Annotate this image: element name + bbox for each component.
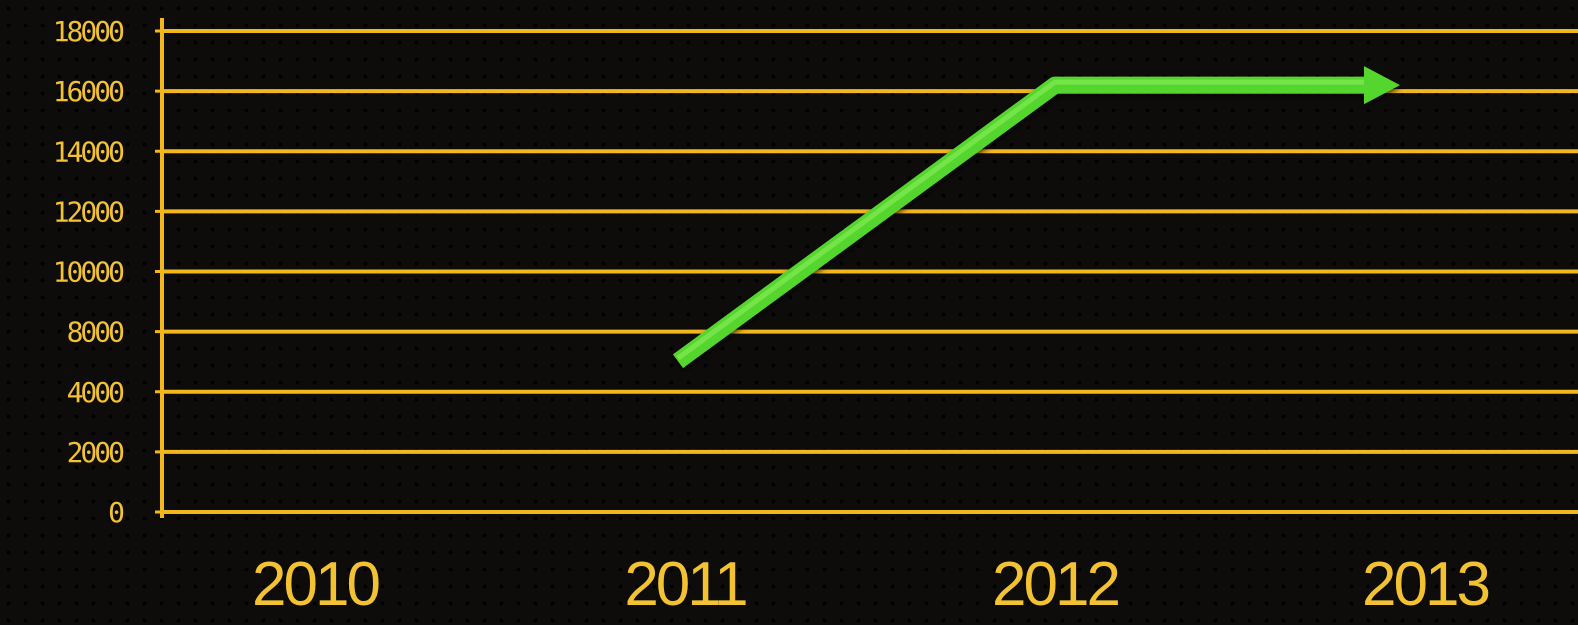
series-line-highlight (676, 79, 1364, 361)
series-arrowhead (1364, 66, 1400, 105)
axes (160, 18, 1578, 518)
x-tick-label: 2011 (624, 550, 746, 619)
y-tick-label: 4000 (67, 376, 125, 409)
y-tick-label: 12000 (53, 195, 124, 228)
y-tick-label: 2000 (67, 436, 125, 469)
x-tick-label: 2012 (992, 550, 1118, 619)
y-tick-label: 0 (108, 496, 124, 529)
y-axis-ticks: 0 2000 4000 8000 10000 12000 14000 16000 18000 (53, 15, 162, 529)
x-tick-label: 2013 (1362, 550, 1488, 619)
y-tick-label: 16000 (53, 75, 124, 108)
y-tick-label: 8000 (67, 316, 125, 349)
y-tick-label: 14000 (53, 135, 124, 168)
y-tick-label: 10000 (53, 256, 124, 289)
x-tick-label: 2010 (252, 550, 379, 619)
x-axis-ticks: 2010 2011 2012 2013 (252, 550, 1491, 619)
series-layer (672, 66, 1400, 369)
y-tick-label: 18000 (53, 15, 124, 48)
series-line (672, 76, 1364, 369)
series-0 (672, 66, 1400, 369)
